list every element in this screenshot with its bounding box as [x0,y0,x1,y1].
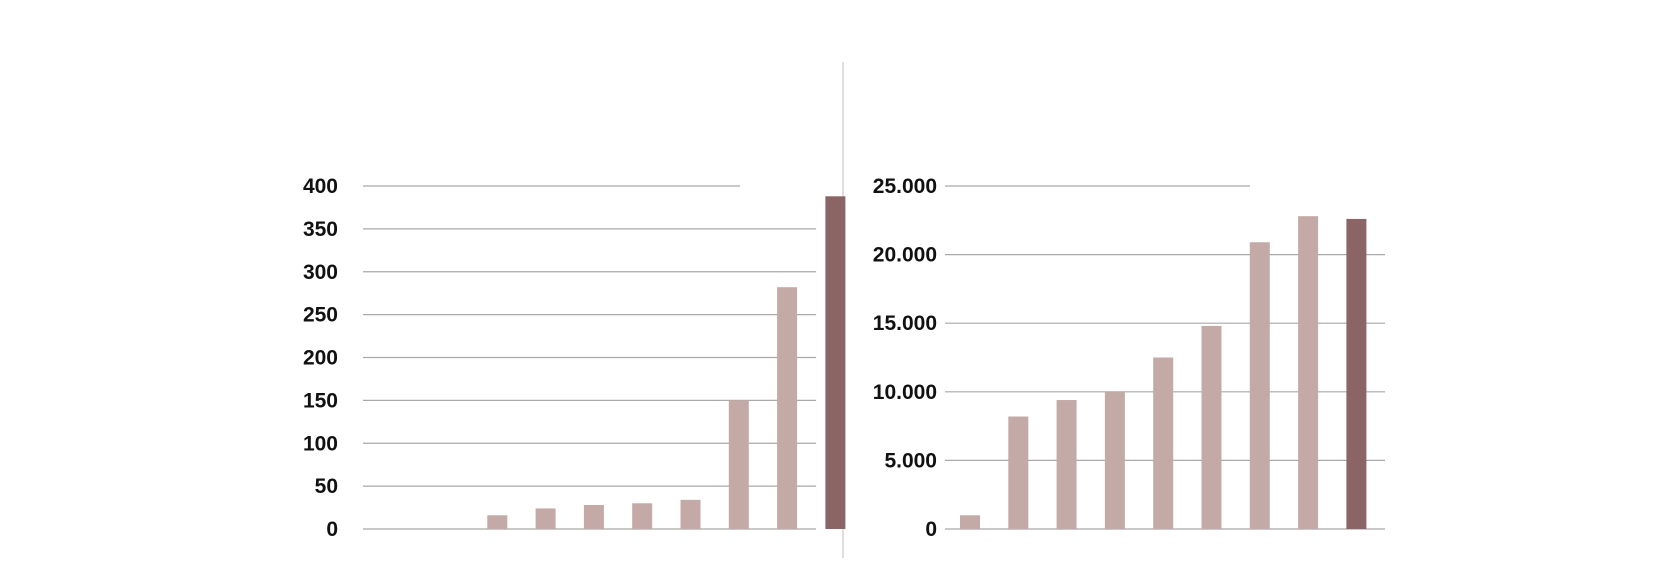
y-tick-label: 300 [303,261,338,284]
y-tick-label: 100 [303,432,338,455]
bar [535,508,556,529]
y-tick-label: 0 [925,518,937,541]
bar [1201,325,1222,529]
bar [632,503,653,529]
y-tick-label: 10.000 [873,381,937,404]
bar [728,400,749,529]
y-tick-label: 200 [303,347,338,370]
bar [1056,400,1077,529]
chart-1: 0 50 100 150 200 250 300 350 400 [303,175,846,541]
y-tick-label: 250 [303,304,338,327]
bar [1104,391,1125,529]
bar [1153,357,1174,529]
bar [960,515,980,529]
chart-2: 0 5.000 10.000 15.000 20.000 25.000 [873,175,1385,541]
y-tick-label: 400 [303,175,338,198]
bar [1249,242,1270,529]
y-tick-label: 5.000 [884,449,937,472]
bar [1008,416,1029,529]
bar-highlight [1346,218,1367,530]
bar-highlight [825,196,846,530]
y-tick-label: 50 [315,475,338,498]
bar [680,499,701,529]
bar [487,515,508,529]
y-tick-label: 20.000 [873,244,937,267]
bar [777,287,798,529]
y-tick-label: 0 [326,518,338,541]
bar [583,504,604,529]
y-tick-label: 15.000 [873,312,937,335]
y-tick-label: 350 [303,218,338,241]
bar [1298,216,1319,529]
y-tick-label: 150 [303,389,338,412]
y-tick-label: 25.000 [873,175,937,198]
